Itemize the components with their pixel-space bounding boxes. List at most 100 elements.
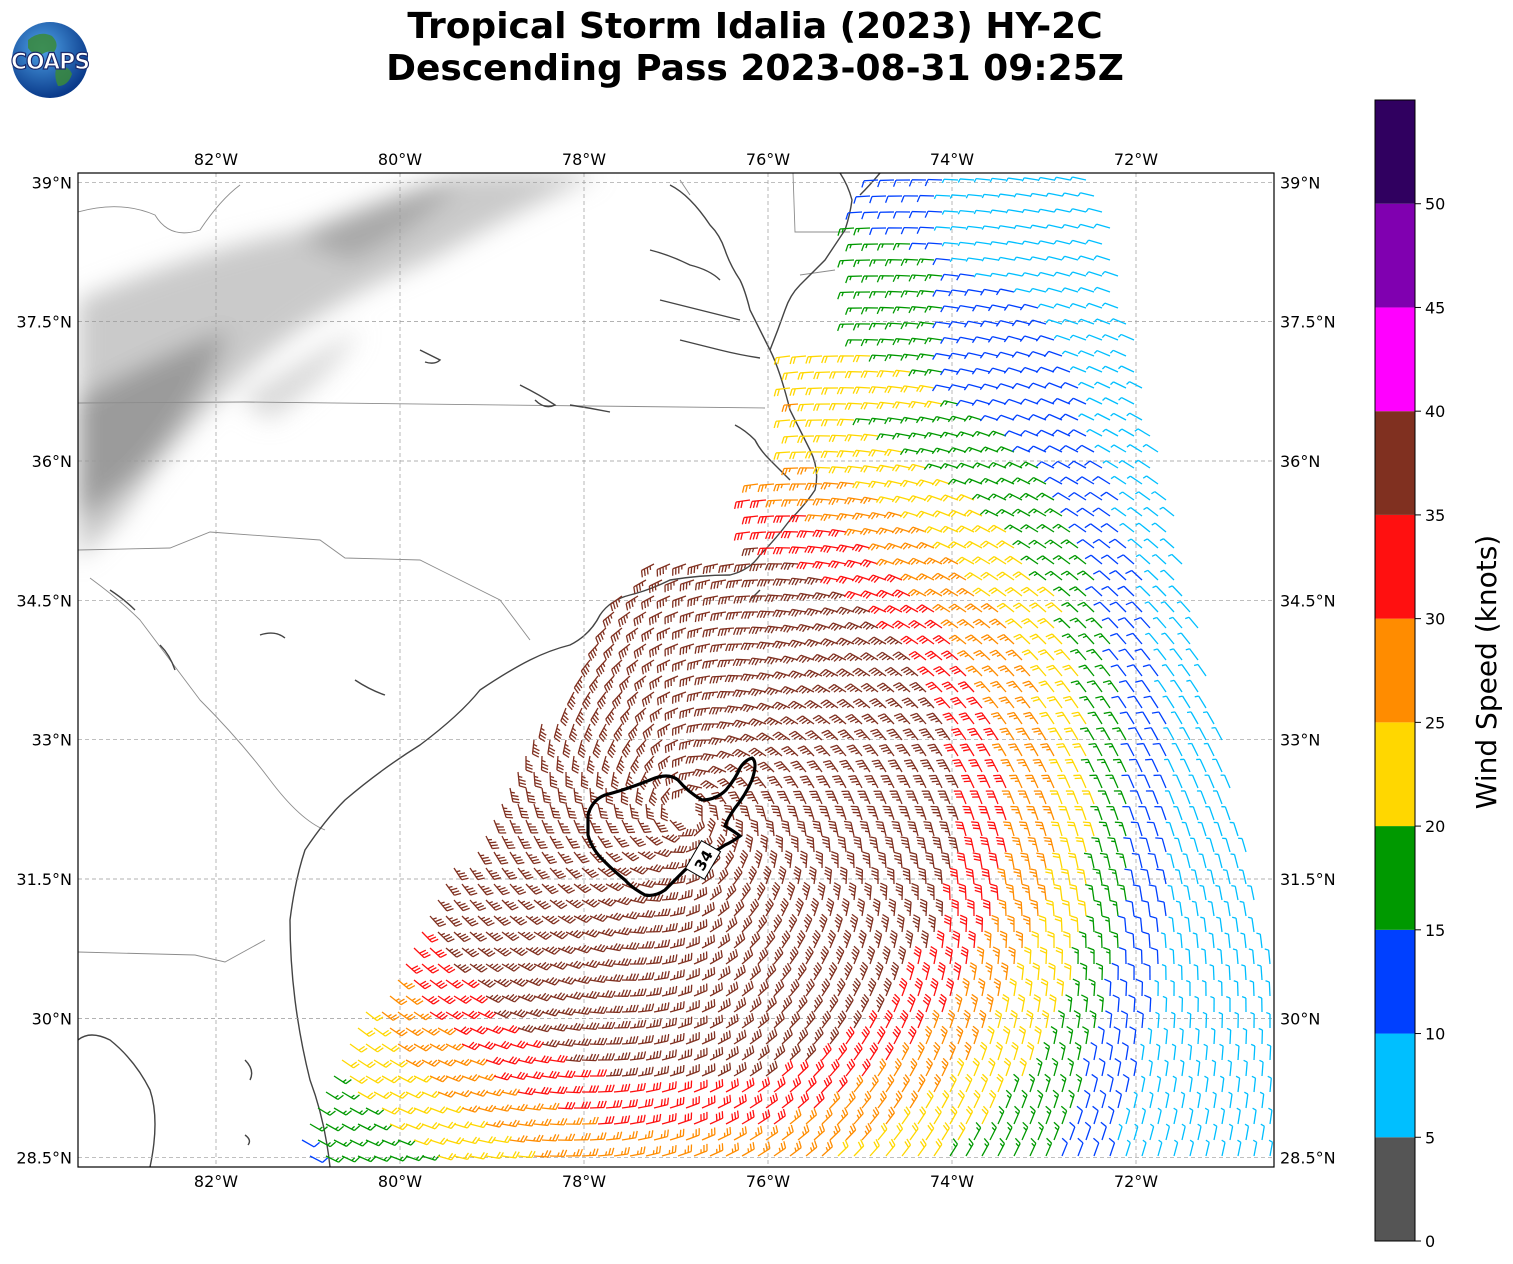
wind-barb xyxy=(867,605,887,615)
wind-barb xyxy=(843,559,863,569)
wind-barb xyxy=(852,291,871,299)
wind-barb xyxy=(916,290,935,298)
wind-barb xyxy=(963,478,983,485)
wind-barb xyxy=(924,274,943,282)
wind-barb xyxy=(979,446,999,453)
wind-barb xyxy=(610,595,623,612)
wind-barb xyxy=(805,355,823,364)
wind-barb xyxy=(1060,570,1079,581)
wind-barb xyxy=(788,608,807,617)
wind-barb xyxy=(923,526,943,534)
wind-barb xyxy=(844,497,863,505)
wind-barb xyxy=(987,461,1007,469)
wind-barb xyxy=(797,403,815,412)
wind-barb xyxy=(907,557,927,566)
wind-barb xyxy=(827,591,847,600)
wind-barb xyxy=(1019,335,1039,342)
wind-barb xyxy=(625,627,639,643)
wind-barb xyxy=(1060,476,1079,485)
wind-barb xyxy=(687,563,703,575)
wind-barb xyxy=(828,466,847,474)
wind-barb xyxy=(1051,366,1071,373)
wind-barb xyxy=(844,402,863,411)
wind-barb xyxy=(656,595,671,609)
wind-barb xyxy=(971,430,991,438)
wind-barb xyxy=(1043,476,1063,485)
wind-barb xyxy=(1067,460,1087,469)
wind-barb xyxy=(1052,523,1071,533)
wind-barb xyxy=(820,482,839,490)
wind-barb xyxy=(955,525,975,533)
wind-barb xyxy=(772,578,791,587)
colorbar-tick-label: 30 xyxy=(1425,610,1445,629)
wind-barb xyxy=(1011,382,1031,390)
wind-barb xyxy=(1044,570,1063,581)
wind-barb xyxy=(741,547,759,557)
wind-barb xyxy=(1036,555,1055,565)
wind-barb xyxy=(996,571,1015,581)
wind-barb xyxy=(947,509,967,518)
map-title: Tropical Storm Idalia (2023) HY-2C Desce… xyxy=(250,6,1260,90)
wind-barb xyxy=(939,556,959,565)
wind-barb xyxy=(1085,617,1103,629)
wind-barb xyxy=(907,463,927,472)
wind-barb xyxy=(749,563,767,572)
wind-barb xyxy=(907,526,927,534)
wind-barb xyxy=(1135,522,1151,533)
lon-tick-label-bottom: 82°W xyxy=(194,1172,238,1191)
wind-barb xyxy=(837,291,855,300)
wind-barb xyxy=(1159,506,1175,517)
wind-barb xyxy=(1102,460,1119,469)
wind-barb xyxy=(805,387,823,396)
colorbar-bin xyxy=(1375,514,1415,619)
wind-barb xyxy=(868,354,887,362)
wind-barb xyxy=(965,193,983,199)
wind-barb xyxy=(1004,587,1023,597)
wind-barb xyxy=(868,386,887,394)
wind-barb xyxy=(924,368,943,376)
wind-barb xyxy=(1152,585,1167,597)
wind-barb xyxy=(733,531,751,541)
wind-barb xyxy=(781,371,799,381)
wind-barb xyxy=(837,259,855,268)
wind-barb xyxy=(939,525,959,534)
wind-barb xyxy=(923,463,943,470)
wind-barb xyxy=(876,464,895,473)
wind-barb xyxy=(1126,412,1143,421)
wind-barb xyxy=(860,465,879,473)
wind-barb xyxy=(1075,444,1095,453)
wind-barb xyxy=(1027,414,1047,421)
wind-barb xyxy=(819,576,839,585)
wind-barb xyxy=(1027,382,1047,389)
wind-barb xyxy=(1094,444,1111,453)
wind-barb xyxy=(1021,208,1039,214)
wind-barb xyxy=(781,403,799,413)
wind-barb xyxy=(987,304,1007,312)
wind-barb xyxy=(900,290,919,298)
wind-barb xyxy=(916,321,935,329)
wind-barb xyxy=(717,595,735,605)
wind-barb xyxy=(804,576,823,585)
colorbar-tick-label: 50 xyxy=(1425,195,1445,214)
wind-barb xyxy=(1076,476,1095,485)
wind-barb xyxy=(733,563,751,573)
wind-barb xyxy=(1085,302,1103,309)
wind-barb xyxy=(1085,365,1103,373)
wind-barb xyxy=(788,514,807,523)
wind-barb xyxy=(1053,334,1071,341)
wind-barb xyxy=(1185,616,1199,629)
wind-barb xyxy=(811,592,831,601)
wind-barb xyxy=(1028,539,1047,549)
wind-barb xyxy=(900,353,919,361)
wind-barb xyxy=(1052,492,1071,501)
wind-barb xyxy=(1059,382,1079,389)
wind-barb xyxy=(899,511,919,519)
wind-barb xyxy=(811,623,831,632)
wind-barb xyxy=(648,611,663,626)
wind-barb xyxy=(908,619,927,629)
wind-barb xyxy=(997,193,1015,198)
wind-barb xyxy=(1052,586,1071,597)
wind-barb xyxy=(892,211,911,219)
wind-barb xyxy=(900,385,919,393)
wind-barb xyxy=(1028,571,1047,581)
